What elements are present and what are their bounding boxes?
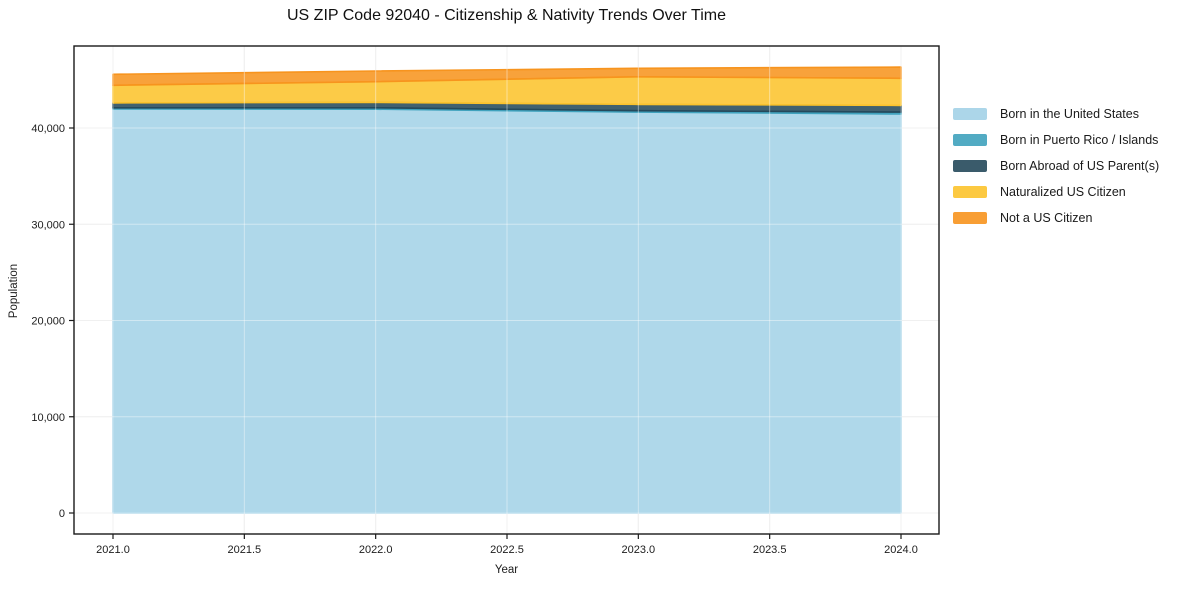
- legend-swatch-naturalized: [953, 186, 987, 198]
- gridlines-over: [74, 46, 939, 534]
- legend-swatch-born-in-puerto-rico: [953, 134, 987, 146]
- legend-swatch-born-abroad: [953, 160, 987, 172]
- legend-item-born-in-puerto-rico: Born in Puerto Rico / Islands: [953, 127, 1159, 153]
- legend-swatch-born-in-us: [953, 108, 987, 120]
- legend: Born in the United States Born in Puerto…: [953, 101, 1159, 231]
- x-tick-label: 2023.5: [753, 544, 787, 556]
- legend-item-naturalized: Naturalized US Citizen: [953, 179, 1159, 205]
- y-tick-label: 40,000: [31, 123, 65, 135]
- chart-title: US ZIP Code 92040 - Citizenship & Nativi…: [287, 7, 726, 24]
- y-tick-label: 20,000: [31, 316, 65, 328]
- area-not-a-us-citizen: [112, 66, 902, 87]
- legend-label: Born in Puerto Rico / Islands: [1000, 133, 1159, 147]
- y-tick-label: 10,000: [31, 412, 65, 424]
- area-series: [112, 66, 902, 514]
- legend-item-born-in-us: Born in the United States: [953, 101, 1159, 127]
- legend-label: Not a US Citizen: [1000, 211, 1093, 225]
- x-tick-label: 2023.0: [622, 544, 656, 556]
- legend-swatch-not-a-citizen: [953, 212, 987, 224]
- x-tick-label: 2022.0: [359, 544, 393, 556]
- x-tick-label: 2024.0: [884, 544, 918, 556]
- y-tick-label: 0: [59, 508, 65, 520]
- legend-item-born-abroad: Born Abroad of US Parent(s): [953, 153, 1159, 179]
- x-tick-label: 2022.5: [490, 544, 524, 556]
- x-tick-label: 2021.0: [96, 544, 130, 556]
- x-axis-ticks: 2021.0 2021.5 2022.0 2022.5 2023.0 2023.5 2024…: [96, 534, 918, 556]
- y-axis-label: Population: [8, 263, 20, 319]
- y-tick-label: 30,000: [31, 219, 65, 231]
- x-axis-label: Year: [494, 564, 519, 576]
- legend-label: Born in the United States: [1000, 107, 1139, 121]
- x-tick-label: 2021.5: [228, 544, 262, 556]
- legend-item-not-a-citizen: Not a US Citizen: [953, 205, 1159, 231]
- y-axis-ticks: 0 10,000 20,000 30,000 40,000: [31, 123, 74, 520]
- legend-label: Naturalized US Citizen: [1000, 185, 1126, 199]
- legend-label: Born Abroad of US Parent(s): [1000, 159, 1160, 173]
